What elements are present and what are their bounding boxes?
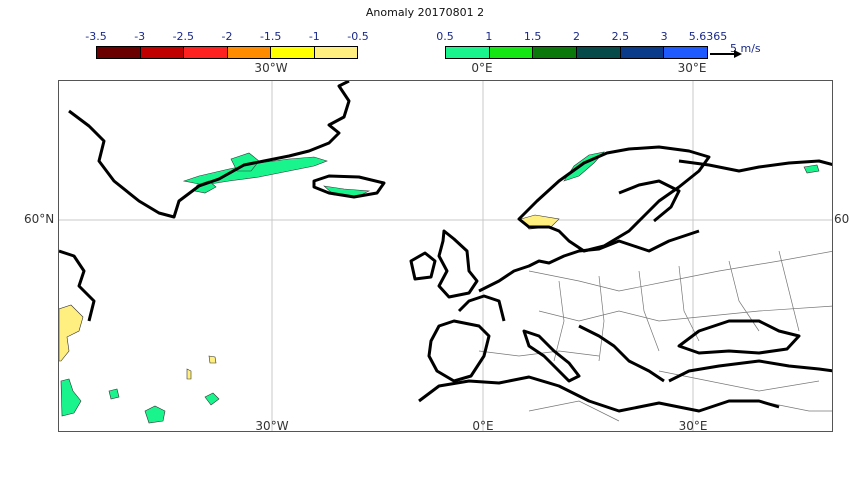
legend-tick: -2 <box>221 30 233 43</box>
legend-swatch <box>446 47 490 58</box>
legend-swatch <box>97 47 141 58</box>
legend-swatch <box>620 47 665 58</box>
legend-swatch <box>533 47 578 58</box>
lon-label-top: 30°W <box>254 61 288 75</box>
wind-vector-legend: 5 m/s <box>708 42 798 60</box>
legend-tick: 1 <box>485 30 493 43</box>
legend-tick: -2.5 <box>172 30 195 43</box>
legend-tick: 3 <box>660 30 668 43</box>
anomaly-negative-atlantic-3 <box>186 368 192 380</box>
legend-swatch <box>314 47 357 58</box>
coast-british-isles <box>437 229 479 299</box>
coast-anatolia <box>668 359 832 383</box>
coastlines <box>59 81 832 413</box>
coast-france-west <box>457 294 506 322</box>
lon-label-bottom: 30°E <box>679 419 708 432</box>
legend-swatch <box>227 47 271 58</box>
anomaly-positive-atlantic-1 <box>60 378 82 417</box>
lat-label-left: 60°N <box>24 212 55 226</box>
coast-west-atlantic-fragment <box>59 249 96 322</box>
country-borders <box>478 250 832 422</box>
legend-positive-colorbar <box>445 46 708 59</box>
coast-finland-baltic <box>618 179 681 223</box>
legend-tick: -1.5 <box>259 30 282 43</box>
anomaly-positive-atlantic-3 <box>204 392 220 406</box>
coast-scandinavia <box>517 145 711 253</box>
legend-tick: 5.6365 <box>688 30 728 43</box>
lat-label-right: 60 <box>834 212 850 226</box>
anomaly-positive-atlantic-2 <box>144 405 166 424</box>
coast-black-sea <box>677 319 801 355</box>
legend-swatch <box>577 47 621 58</box>
coast-ireland <box>409 251 437 281</box>
wind-vector-label: 5 m/s <box>730 42 761 55</box>
lon-label-bottom: 0°E <box>472 419 493 432</box>
coast-greenland <box>68 81 351 219</box>
arrow-right-icon <box>710 50 742 58</box>
legend-tick: -3.5 <box>85 30 107 43</box>
legend-negative-colorbar <box>96 46 358 59</box>
anomaly-positive-russia-coast <box>803 164 820 174</box>
legend-swatch <box>184 47 228 58</box>
legend-tick: 0.5 <box>436 30 454 43</box>
map-canvas: 30°W 0°E 30°E <box>59 81 832 432</box>
lon-label-bottom: 30°W <box>255 419 288 432</box>
coast-kola <box>678 159 832 173</box>
legend-swatch <box>140 47 184 58</box>
legend-tick: 1.5 <box>523 30 542 43</box>
legend-swatch <box>489 47 534 58</box>
coast-iberia <box>427 319 491 383</box>
map-plot-area[interactable]: 30°W 0°E 30°E <box>58 80 833 432</box>
lon-label-top: 0°E <box>471 61 493 75</box>
bottom-lon-labels: 30°W 0°E 30°E <box>255 419 708 432</box>
legend-swatch <box>664 47 708 58</box>
lon-label-top: 30°E <box>677 61 707 75</box>
coast-continent <box>478 229 700 293</box>
legend-tick: -1 <box>308 30 320 43</box>
legend-tick: -3 <box>134 30 146 43</box>
coast-iceland <box>312 174 386 199</box>
legend-negative: -3.5 -3 -2.5 -2 -1.5 -1 -0.5 <box>85 30 369 59</box>
legend-tick: 2.5 <box>611 30 630 43</box>
legend-negative-ticks: -3.5 -3 -2.5 -2 -1.5 -1 -0.5 <box>85 30 368 46</box>
map-title: Anomaly 20170801 2 <box>365 6 485 19</box>
graticule <box>59 81 832 431</box>
legend-tick: 2 <box>573 30 580 43</box>
anomaly-negative-atlantic-2 <box>208 355 217 364</box>
coast-balkans <box>578 324 665 383</box>
legend-tick: -0.5 <box>347 30 369 43</box>
coast-mediterranean-south <box>418 375 780 413</box>
legend-swatch <box>271 47 315 58</box>
anomaly-negative-atlantic-1 <box>59 304 84 362</box>
legend-positive: 0.5 1 1.5 2 2.5 3 5.6365 <box>436 30 727 59</box>
anomaly-positive-atlantic-4 <box>108 388 120 400</box>
legend-positive-ticks: 0.5 1 1.5 2 2.5 3 5.6365 <box>436 30 727 46</box>
coast-italy <box>522 329 581 383</box>
